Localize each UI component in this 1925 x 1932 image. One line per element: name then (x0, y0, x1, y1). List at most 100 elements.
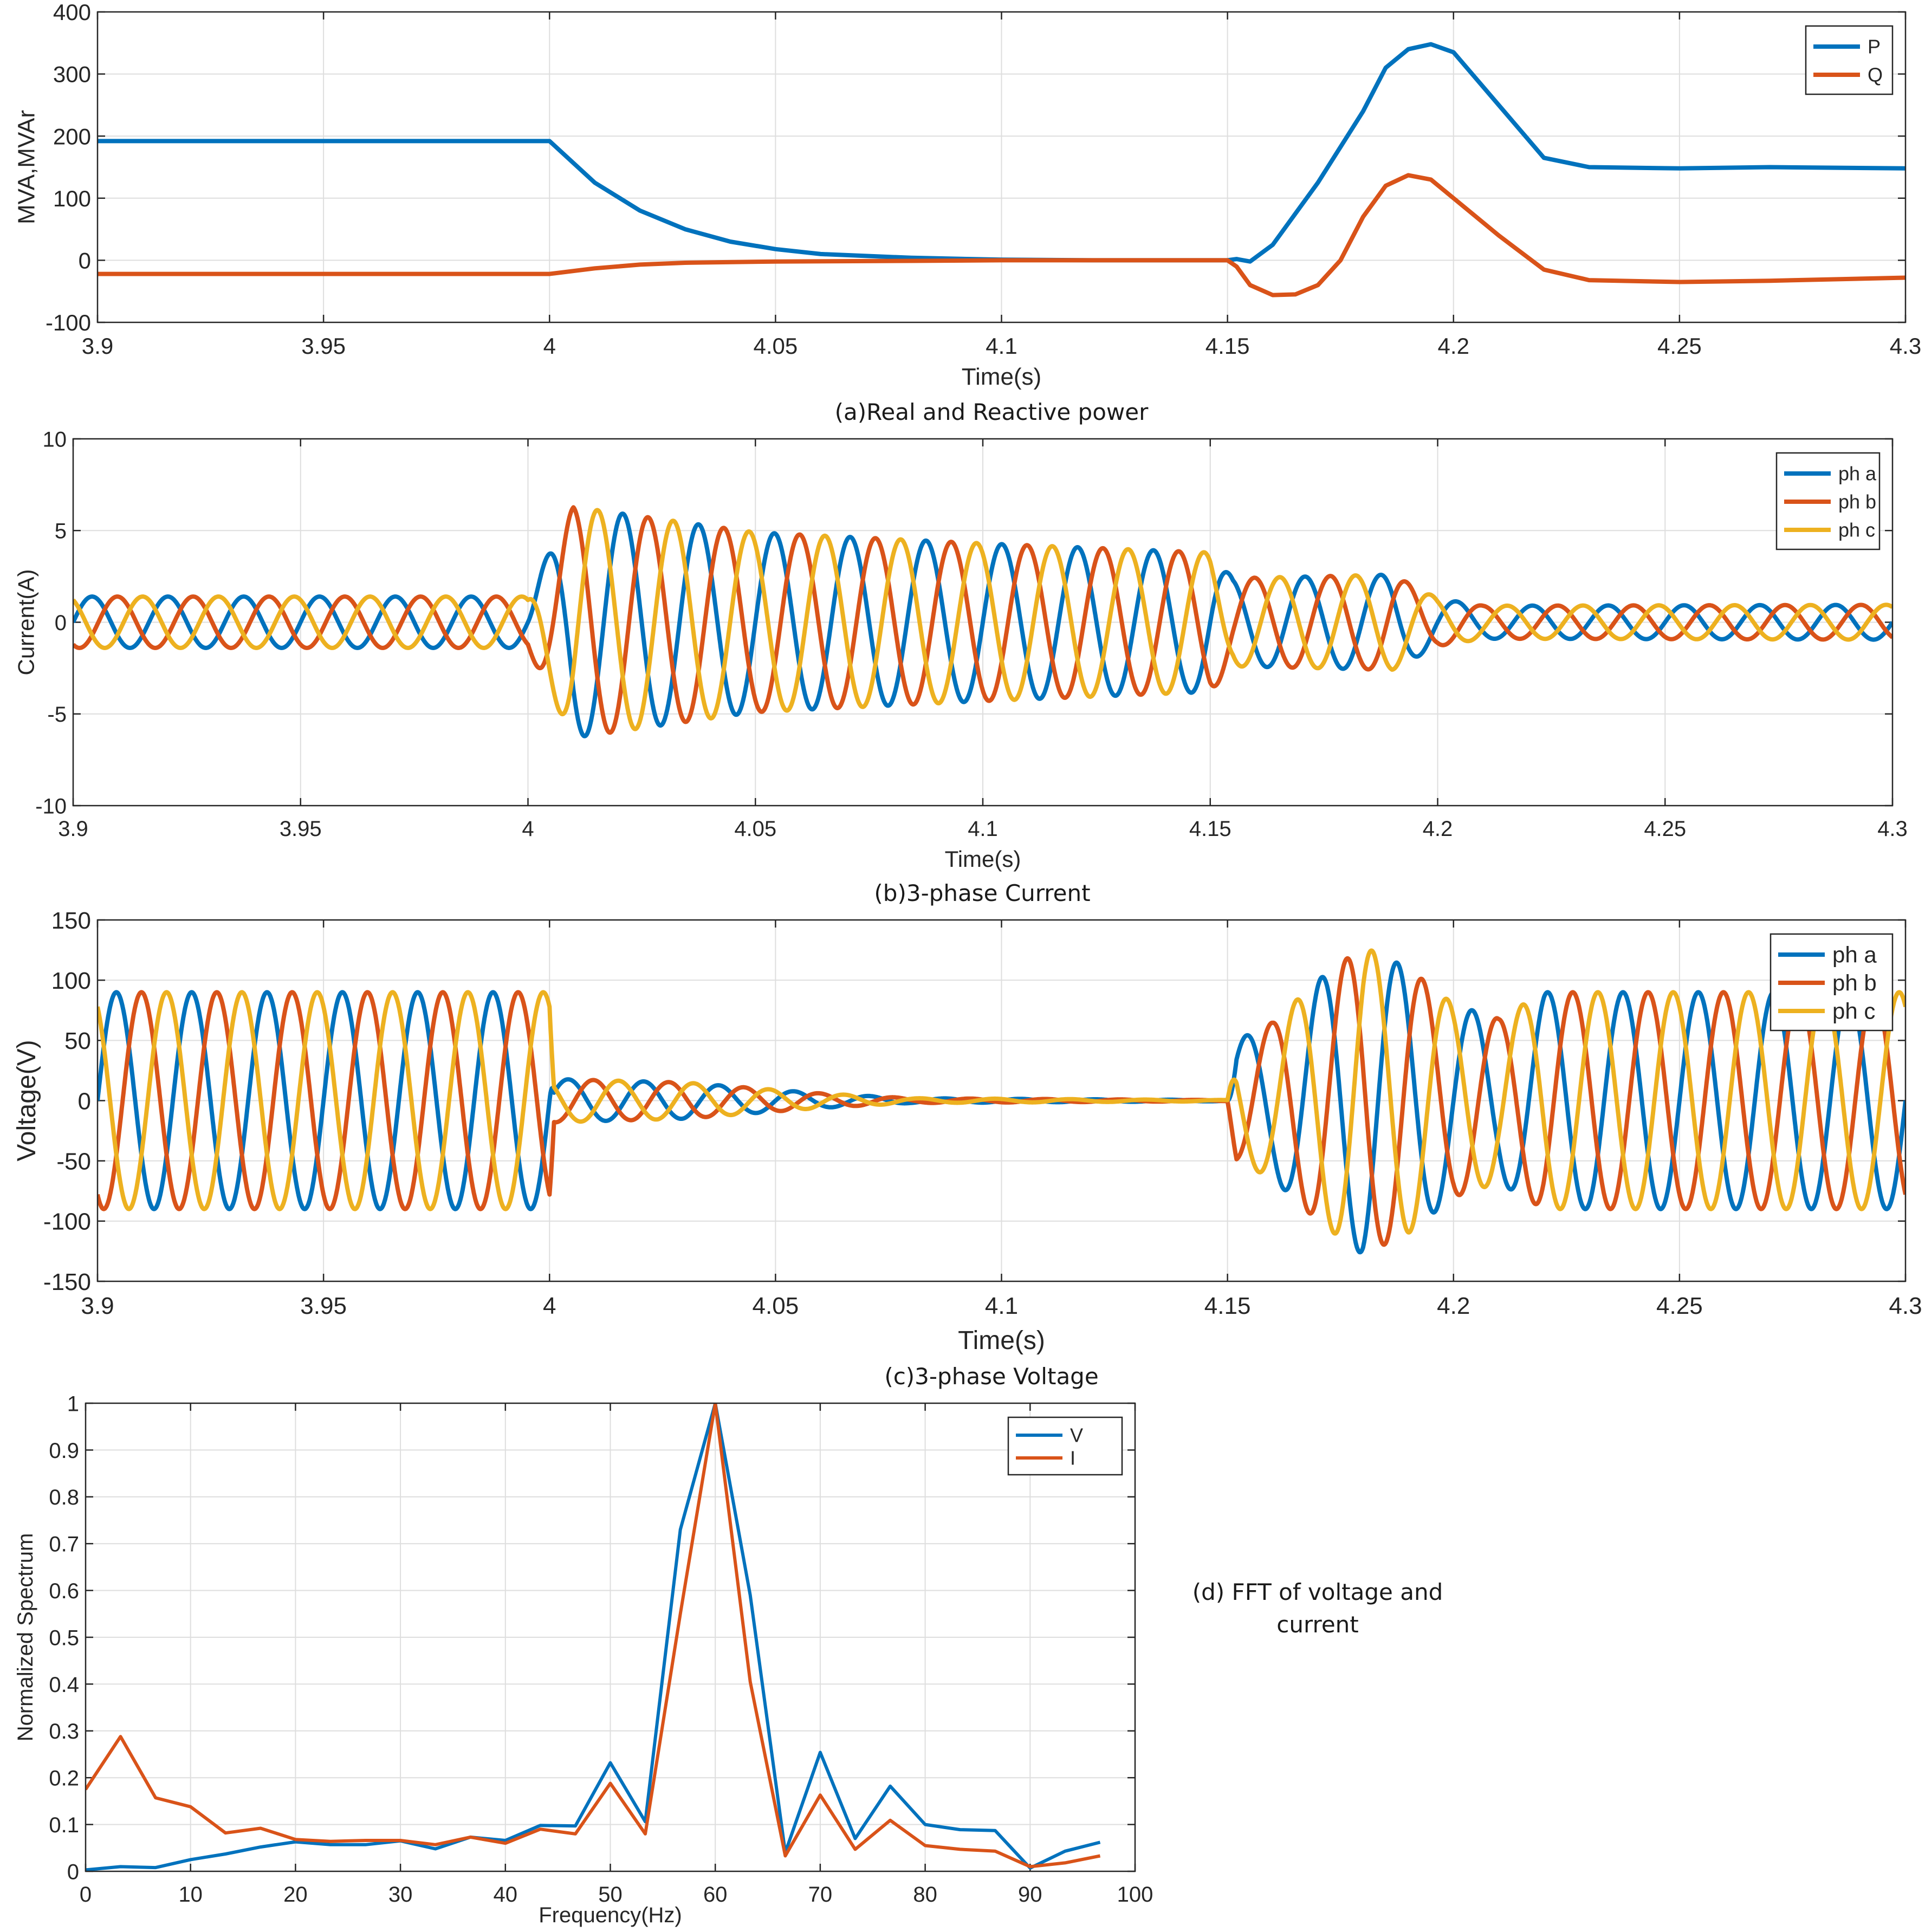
legend-label: ph c (1832, 999, 1875, 1024)
x-tick-label: 3.95 (300, 1293, 347, 1319)
series-line-Q (98, 173, 1905, 297)
legend: VI (1007, 1416, 1123, 1476)
y-tick-label: 0 (67, 1860, 79, 1884)
x-tick-label: 4 (522, 817, 534, 841)
y-tick-label: 0.3 (49, 1720, 79, 1743)
x-tick-label: 40 (494, 1883, 518, 1907)
x-tick-label: 50 (598, 1883, 623, 1907)
y-tick-label: 1 (67, 1392, 79, 1416)
y-tick-label: 10 (43, 427, 67, 451)
legend-label: V (1070, 1424, 1083, 1447)
x-axis-label: Frequency(Hz) (539, 1903, 682, 1927)
y-tick-label: 0.4 (49, 1673, 79, 1697)
y-tick-label: 400 (53, 0, 91, 25)
y-axis-label: Current(A) (14, 569, 39, 675)
x-tick-label: 0 (80, 1883, 92, 1907)
y-tick-label: 100 (53, 186, 91, 211)
y-tick-label: 0.2 (49, 1767, 79, 1791)
x-tick-label: 3.9 (82, 333, 113, 359)
x-tick-label: 4.3 (1877, 817, 1908, 841)
y-tick-label: -100 (43, 1209, 91, 1235)
figure-caption: current (1276, 1611, 1359, 1638)
y-axis-label: Normalized Spectrum (14, 1533, 37, 1742)
y-tick-label: 150 (51, 907, 91, 934)
x-tick-label: 4.2 (1438, 333, 1469, 359)
legend: PQ (1805, 25, 1894, 95)
x-tick-label: 4.25 (1657, 333, 1702, 359)
y-tick-label: -10 (35, 794, 67, 818)
legend-label: I (1070, 1447, 1075, 1469)
x-tick-label: 4.1 (986, 333, 1017, 359)
legend: ph aph bph c (1775, 452, 1881, 550)
y-tick-label: 100 (51, 968, 91, 994)
y-tick-label: -5 (47, 703, 67, 727)
x-tick-label: 100 (1117, 1883, 1153, 1907)
x-tick-label: 4.05 (754, 333, 798, 359)
y-tick-label: 0 (79, 248, 91, 274)
legend-label: ph b (1832, 970, 1877, 996)
series-line-ph-a (73, 511, 1892, 738)
x-tick-label: 10 (178, 1883, 203, 1907)
series-line-ph-c (73, 508, 1892, 731)
plot-area (86, 1403, 1101, 1871)
x-tick-label: 4.3 (1889, 1293, 1922, 1319)
x-tick-label: 4.25 (1644, 817, 1686, 841)
panel_d: 0 10 20 30 40 50 60 70 80 90 100 0 0.1 0.2 0.3 0.4 0.5 0.… (14, 1392, 1443, 1927)
y-tick-label: -50 (56, 1149, 91, 1175)
x-tick-label: 90 (1018, 1883, 1042, 1907)
figure-caption: (a)Real and Reactive power (835, 399, 1149, 425)
legend-box (1007, 1416, 1123, 1476)
x-tick-label: 4.05 (734, 817, 776, 841)
x-tick-label: 70 (808, 1883, 833, 1907)
y-tick-label: 300 (53, 62, 91, 87)
y-tick-label: 0.6 (49, 1579, 79, 1603)
x-tick-label: 4.3 (1890, 333, 1921, 359)
legend-label: Q (1868, 64, 1883, 86)
plot-area (98, 42, 1905, 297)
series-line-P (98, 42, 1905, 264)
legend: ph aph bph c (1770, 933, 1894, 1032)
x-tick-label: 80 (913, 1883, 937, 1907)
x-tick-label: 4.1 (968, 817, 998, 841)
x-tick-label: 3.9 (81, 1293, 114, 1319)
plot-area (98, 948, 1905, 1255)
axes-frame (96, 919, 1907, 1282)
series-line-ph-b (98, 956, 1905, 1247)
x-tick-label: 60 (703, 1883, 728, 1907)
x-tick-label: 4 (543, 1293, 556, 1319)
x-tick-label: 4.1 (985, 1293, 1018, 1319)
y-tick-label: 0.1 (49, 1813, 79, 1837)
x-tick-label: 30 (388, 1883, 413, 1907)
legend-label: ph a (1838, 463, 1877, 485)
x-tick-label: 3.95 (280, 817, 322, 841)
x-tick-label: 4 (543, 333, 556, 359)
legend-label: P (1868, 36, 1881, 58)
series-line-ph-b (73, 505, 1892, 735)
axes-frame (72, 438, 1894, 807)
figure-caption: (c)3-phase Voltage (884, 1363, 1098, 1390)
series-line-I (86, 1403, 1101, 1869)
x-axis-label: Time(s) (958, 1326, 1045, 1355)
plot-area (73, 505, 1892, 738)
figure-caption: (b)3-phase Current (874, 880, 1090, 906)
panel_c: 3.9 3.95 4 4.05 4.1 4.15 4.2 4.25 4.3 -150 -100 -50… (12, 907, 1922, 1390)
series-line-V (86, 1403, 1101, 1871)
x-tick-label: 20 (283, 1883, 308, 1907)
y-tick-label: 0.7 (49, 1533, 79, 1557)
y-tick-label: 50 (64, 1028, 91, 1054)
legend-box (1805, 25, 1894, 95)
y-tick-label: -100 (46, 310, 91, 335)
axes-frame (96, 11, 1907, 323)
y-tick-label: -150 (43, 1269, 91, 1295)
series-line-ph-c (98, 948, 1905, 1236)
y-tick-label: 5 (55, 520, 67, 543)
y-tick-label: 0.5 (49, 1626, 79, 1650)
panel_a: 3.9 3.95 4 4.05 4.1 4.15 4.2 4.25 4.3 -100 0 100 200… (13, 0, 1921, 425)
legend-label: ph c (1838, 519, 1875, 541)
x-axis-label: Time(s) (962, 364, 1041, 390)
x-tick-label: 4.05 (753, 1293, 799, 1319)
figure-caption: (d) FFT of voltage and (1192, 1579, 1443, 1605)
x-tick-label: 3.95 (301, 333, 346, 359)
axes-frame (85, 1402, 1136, 1872)
